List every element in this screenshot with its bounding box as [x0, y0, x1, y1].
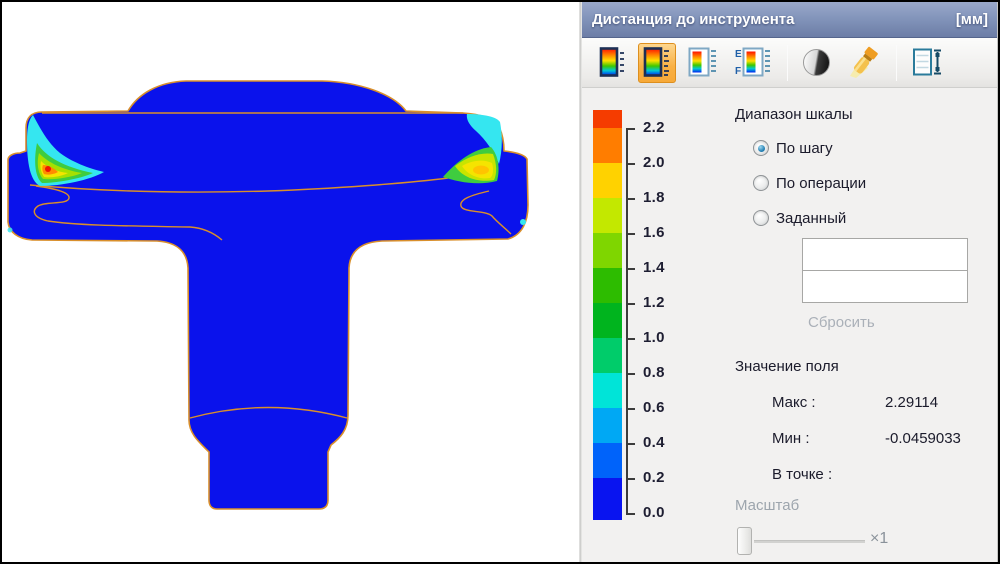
- color-scale-axis: [626, 128, 628, 514]
- color-scale-segment: [593, 338, 622, 373]
- scale-size-glyph: [913, 48, 941, 76]
- radio-circle[interactable]: [753, 210, 769, 226]
- scale-tick-mark: [626, 443, 635, 445]
- color-scale-segment: [593, 478, 622, 520]
- simulation-viewport[interactable]: [2, 2, 579, 562]
- scale-tick-label: 2.0: [643, 154, 665, 171]
- radio-circle[interactable]: [753, 175, 769, 191]
- scale-tick-label: 1.8: [643, 189, 665, 206]
- flashlight-icon[interactable]: [842, 43, 885, 83]
- svg-text:F: F: [735, 66, 741, 77]
- scale-tick-label: 0.4: [643, 434, 665, 451]
- scale-tick-label: 0.6: [643, 399, 665, 416]
- tool-contour-lines: [29, 112, 512, 419]
- scale-tick-mark: [626, 198, 635, 200]
- field-panel: Дистанция до инструмента [мм]: [582, 2, 998, 562]
- scale-ticks-glyph: [643, 47, 669, 77]
- scale-tick-label: 0.8: [643, 364, 665, 381]
- scale-bar-glyph: [599, 47, 624, 77]
- color-scale-segment: [593, 198, 622, 233]
- scale-tick-mark: [626, 373, 635, 375]
- color-scale-segment: [593, 268, 622, 303]
- toolbar-separator: [896, 44, 897, 81]
- flashlight-glyph: [850, 46, 878, 78]
- color-scale-segment: [593, 233, 622, 268]
- scale-tick-mark: [626, 268, 635, 270]
- part-body: [7, 80, 529, 510]
- scale-ticks-icon[interactable]: [638, 42, 676, 83]
- radio-custom[interactable]: Заданный: [753, 208, 846, 228]
- color-scale-bar: [593, 110, 622, 520]
- scale-size-icon[interactable]: [907, 43, 948, 83]
- scale-tick-label: 2.2: [643, 119, 665, 136]
- scale-tick-mark: [626, 513, 635, 515]
- scale-tick-label: 1.0: [643, 329, 665, 346]
- panel-title: Дистанция до инструмента: [592, 11, 795, 28]
- color-scale-segment: [593, 128, 622, 163]
- scale-range-heading: Диапазон шкалы: [735, 106, 853, 123]
- radio-by-operation[interactable]: По операции: [753, 173, 866, 193]
- min-value: -0.0459033: [885, 430, 961, 447]
- scale-bar-icon[interactable]: [594, 43, 631, 83]
- radio-by-step[interactable]: По шагу: [753, 138, 833, 158]
- color-scale-segment: [593, 373, 622, 408]
- hotspot-left: [27, 115, 104, 186]
- color-scale-segment: [593, 443, 622, 478]
- range-max-input[interactable]: [802, 238, 968, 271]
- panel-titlebar: Дистанция до инструмента [мм]: [582, 2, 997, 38]
- contrast-glyph: [803, 49, 830, 76]
- reset-button[interactable]: Сбросить: [808, 314, 875, 331]
- panel-toolbar: E F: [582, 38, 997, 88]
- scale-tick-mark: [626, 303, 635, 305]
- scale-tick-mark: [626, 478, 635, 480]
- scale-tick-label: 1.2: [643, 294, 665, 311]
- panel-unit: [мм]: [955, 11, 988, 28]
- scale-number-format-icon[interactable]: E F: [730, 43, 776, 83]
- scale-tick-mark: [626, 408, 635, 410]
- color-scale-segment: [593, 408, 622, 443]
- scale-tick-label: 0.0: [643, 504, 665, 521]
- field-value-heading: Значение поля: [735, 358, 839, 375]
- scale-number-format-glyph: E F: [735, 47, 770, 77]
- scale-slider-handle[interactable]: [737, 527, 752, 555]
- max-label: Макс :: [772, 394, 816, 411]
- color-scale-segment: [593, 110, 622, 128]
- scale-tick-mark: [626, 338, 635, 340]
- forging-cross-section: [7, 80, 529, 510]
- hotspot-right: [7, 114, 526, 233]
- scale-tick-mark: [626, 233, 635, 235]
- at-point-label: В точке :: [772, 466, 833, 483]
- scale-slider-label: Масштаб: [735, 497, 800, 514]
- color-scale-segment: [593, 303, 622, 338]
- scale-labels-icon[interactable]: [683, 43, 723, 83]
- color-scale-segment: [593, 163, 622, 198]
- scale-labels-glyph: [688, 47, 716, 77]
- contrast-icon[interactable]: [798, 43, 835, 83]
- max-value: 2.29114: [885, 394, 939, 411]
- viewport-panel-divider: [579, 2, 582, 562]
- scale-slider-value: ×1: [870, 530, 889, 547]
- scale-slider-track[interactable]: [754, 540, 865, 543]
- scale-tick-label: 1.6: [643, 224, 665, 241]
- radio-circle[interactable]: [753, 140, 769, 156]
- toolbar-separator: [787, 44, 788, 81]
- scale-tick-mark: [626, 128, 635, 130]
- min-label: Мин :: [772, 430, 810, 447]
- svg-text:E: E: [735, 49, 742, 60]
- scale-tick-label: 0.2: [643, 469, 665, 486]
- scale-tick-mark: [626, 163, 635, 165]
- range-min-input[interactable]: [802, 270, 968, 303]
- scale-tick-label: 1.4: [643, 259, 665, 276]
